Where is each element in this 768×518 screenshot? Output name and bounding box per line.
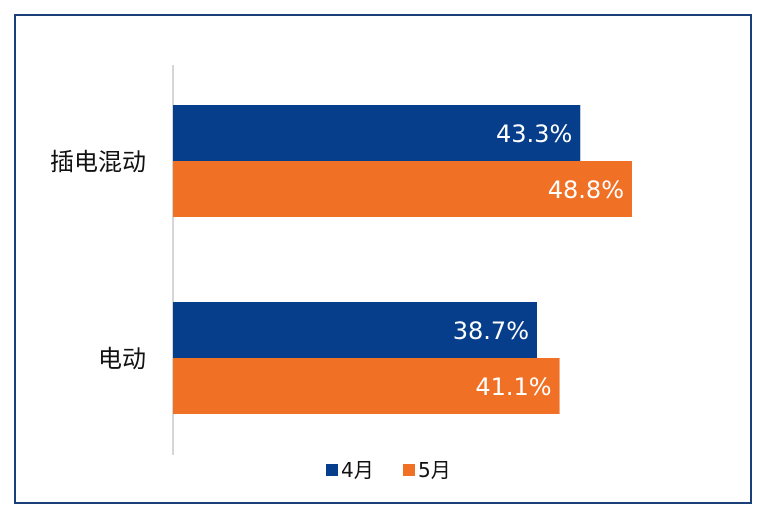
category-label: 插电混动: [50, 148, 146, 176]
legend: 4月 5月: [326, 458, 451, 482]
bars-layer: 43.3% 48.8% 38.7% 41.1%: [173, 105, 632, 414]
legend-swatch: [326, 464, 338, 476]
legend-label: 4月: [341, 458, 374, 482]
chart-frame: [14, 14, 752, 504]
legend-swatch: [403, 464, 415, 476]
data-label: 48.8%: [548, 176, 624, 204]
category-label: 电动: [98, 345, 146, 373]
legend-label: 5月: [418, 458, 451, 482]
bar-may-1: [173, 358, 560, 414]
data-label: 38.7%: [453, 317, 529, 345]
bar-apr-1: [173, 302, 538, 358]
data-label: 41.1%: [475, 373, 551, 401]
data-label: 43.3%: [496, 120, 572, 148]
bar-apr-0: [173, 105, 581, 161]
bar-may-0: [173, 161, 632, 217]
